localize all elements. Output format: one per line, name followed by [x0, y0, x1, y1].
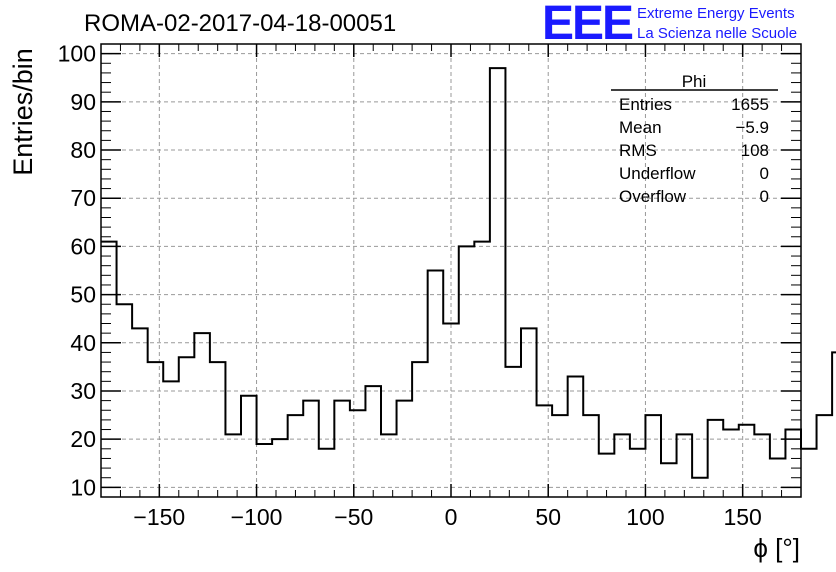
- page-title: ROMA-02-2017-04-18-00051: [84, 10, 397, 37]
- histogram-bin: [303, 401, 319, 497]
- histogram-bin: [225, 434, 241, 497]
- stats-box: Phi Entries 1655 Mean −5.9 RMS 108 Underflow 0 O…: [611, 72, 778, 206]
- x-tick-label: 100: [626, 504, 664, 530]
- stats-row-value: 0: [760, 164, 769, 183]
- stats-row-label: Entries: [619, 95, 672, 114]
- stats-row-label: Overflow: [619, 187, 687, 206]
- stats-title: Phi: [682, 72, 707, 91]
- histogram-bin: [552, 415, 568, 497]
- histogram-bin: [770, 458, 786, 497]
- histogram-bin: [568, 377, 584, 497]
- histogram-bin: [117, 304, 133, 497]
- stats-row-label: Underflow: [619, 164, 696, 183]
- histogram-bin: [801, 449, 817, 497]
- stats-row-value: 0: [760, 187, 769, 206]
- histogram-bin: [677, 434, 693, 497]
- histogram-bin: [163, 381, 179, 497]
- histogram-bin: [179, 357, 195, 497]
- histogram-bin: [630, 449, 646, 497]
- histogram-bin: [365, 386, 381, 497]
- x-tick-label: 50: [535, 504, 561, 530]
- y-tick-label: 90: [70, 89, 96, 115]
- x-tick-label: −100: [231, 504, 283, 530]
- histogram-bin: [381, 434, 397, 497]
- histogram-bin: [272, 439, 288, 497]
- axis-ticks: [100, 44, 802, 497]
- y-axis-title: Entries/bin: [8, 48, 38, 176]
- histogram-bin: [832, 352, 836, 497]
- stats-row-value: −5.9: [735, 118, 769, 137]
- stats-row-label: RMS: [619, 141, 657, 160]
- histogram-bin: [443, 324, 459, 497]
- x-axis-title: ϕ [°]: [753, 533, 800, 563]
- histogram-bin: [505, 367, 521, 497]
- stats-row-label: Mean: [619, 118, 662, 137]
- histogram-bin: [521, 328, 537, 497]
- histogram-bin: [817, 415, 833, 497]
- histogram-bin: [645, 415, 661, 497]
- y-tick-label: 50: [70, 282, 96, 308]
- x-tick-label: 150: [723, 504, 761, 530]
- histogram-bin: [474, 242, 490, 497]
- histogram-bin: [614, 434, 630, 497]
- y-tick-label: 70: [70, 185, 96, 211]
- y-tick-label: 80: [70, 137, 96, 163]
- histogram-bin: [490, 68, 506, 497]
- histogram-bin: [692, 478, 708, 497]
- x-tick-label: −150: [133, 504, 185, 530]
- stats-row-value: 108: [741, 141, 769, 160]
- histogram-bin: [288, 415, 304, 497]
- histogram-bin: [661, 463, 677, 497]
- histogram-bin: [754, 434, 770, 497]
- x-tick-label: −50: [334, 504, 373, 530]
- y-tick-label: 60: [70, 233, 96, 259]
- histogram-bin: [397, 401, 413, 497]
- histogram-bin: [739, 425, 755, 497]
- histogram-bin: [194, 333, 210, 497]
- org-subtitle: La Scienza nelle Scuole: [637, 25, 798, 42]
- histogram-bin: [241, 396, 257, 497]
- x-tick-label: 0: [445, 504, 458, 530]
- grid-lines: [101, 44, 801, 497]
- histogram-bin: [412, 362, 428, 497]
- y-tick-label: 100: [58, 41, 96, 67]
- org-name: Extreme Energy Events: [637, 5, 795, 22]
- stats-row-value: 1655: [731, 95, 769, 114]
- histogram-bins: [101, 68, 836, 497]
- histogram-bin: [428, 271, 444, 498]
- histogram-bin: [132, 328, 148, 497]
- eee-logo: EEE: [542, 0, 634, 50]
- histogram-bin: [537, 405, 553, 497]
- histogram-bin: [350, 410, 366, 497]
- histogram-bin: [319, 449, 335, 497]
- histogram-bin: [334, 401, 350, 497]
- histogram-outline: [101, 67, 836, 479]
- y-tick-label: 10: [70, 474, 96, 500]
- y-tick-label: 40: [70, 330, 96, 356]
- y-tick-label: 30: [70, 378, 96, 404]
- histogram-bin: [148, 362, 164, 497]
- y-tick-label: 20: [70, 426, 96, 452]
- histogram-bin: [723, 430, 739, 497]
- histogram-bin: [583, 415, 599, 497]
- histogram-bin: [708, 420, 724, 497]
- histogram-bin: [210, 362, 226, 497]
- histogram-bin: [459, 246, 475, 497]
- histogram-bin: [257, 444, 273, 497]
